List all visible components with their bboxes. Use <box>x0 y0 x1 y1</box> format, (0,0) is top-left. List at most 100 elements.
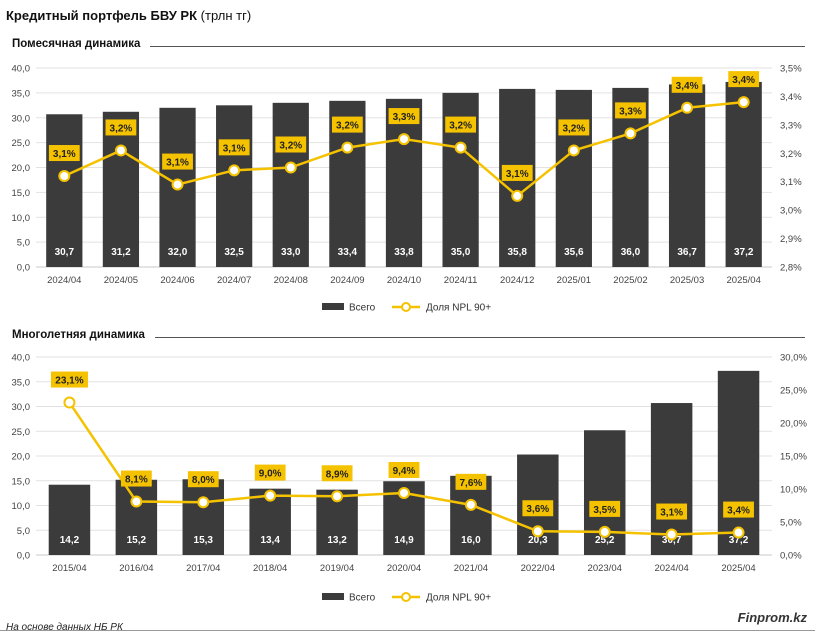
y-right-tick-label: 3,4% <box>780 92 802 103</box>
npl-value-label: 3,2% <box>110 123 133 134</box>
y-left-tick-label: 10,0 <box>12 501 31 512</box>
npl-point <box>264 489 277 502</box>
npl-label-box <box>218 139 250 156</box>
y-left-tick-label: 5,0 <box>17 238 30 249</box>
legend-line-label: Доля NPL 90+ <box>426 303 491 314</box>
bar-value-label: 31,2 <box>111 247 131 258</box>
npl-label-box <box>331 116 363 133</box>
bar <box>48 484 91 555</box>
bar-value-label: 14,2 <box>60 535 80 546</box>
y-left-tick-label: 25,0 <box>12 427 31 438</box>
npl-value-label: 3,3% <box>393 112 416 123</box>
bar-value-label: 35,8 <box>507 247 527 258</box>
bar-value-label: 13,4 <box>260 535 280 546</box>
npl-point <box>531 525 544 538</box>
legend-bar-swatch <box>322 593 344 600</box>
npl-label-box <box>723 501 754 518</box>
bar-value-label: 16,0 <box>461 535 481 546</box>
npl-point <box>737 96 750 109</box>
npl-value-label: 3,1% <box>223 143 246 154</box>
legend-line-marker <box>401 592 411 602</box>
npl-point <box>228 164 241 177</box>
y-left-tick-label: 5,0 <box>17 526 30 537</box>
npl-point <box>130 495 143 508</box>
x-tick-label: 2024/05 <box>104 275 138 286</box>
footer-rule <box>0 630 815 631</box>
npl-label-box <box>615 102 646 119</box>
npl-point <box>598 525 611 538</box>
npl-label-box <box>558 119 590 136</box>
y-left-tick-label: 10,0 <box>12 213 31 224</box>
legend-bar-swatch <box>322 303 344 310</box>
y-left-tick-label: 35,0 <box>12 377 31 388</box>
npl-value-label: 3,3% <box>619 106 642 117</box>
bar-value-label: 32,0 <box>168 247 188 258</box>
npl-label-box <box>321 465 353 482</box>
page-title: Кредитный портфель БВУ РК (трлн тг) <box>6 8 251 23</box>
multiyear-chart: 0,0 5,0 10,0 15,0 20,0 25,0 30,0 35,0 40,0 0,0% 5,… <box>12 353 808 604</box>
npl-value-label: 3,2% <box>562 123 585 134</box>
y-right-tick-label: 2,9% <box>780 234 802 245</box>
bar-value-label: 37,2 <box>734 247 754 258</box>
y-left-tick-label: 30,0 <box>12 402 31 413</box>
bar-value-label: 33,0 <box>281 247 301 258</box>
npl-point <box>511 189 524 202</box>
npl-value-label: 9,4% <box>393 466 416 477</box>
x-tick-label: 2024/12 <box>500 275 534 286</box>
npl-value-label: 3,1% <box>506 169 529 180</box>
x-tick-label: 2024/04 <box>654 563 688 574</box>
npl-label-box <box>187 471 219 488</box>
bar-value-label: 14,9 <box>394 535 414 546</box>
npl-value-label: 3,6% <box>526 504 549 515</box>
y-left-tick-label: 35,0 <box>12 88 31 99</box>
y-left-tick-label: 30,0 <box>12 113 31 124</box>
npl-label-box <box>120 470 152 487</box>
npl-label-box <box>162 153 193 170</box>
npl-point <box>58 170 71 183</box>
npl-point <box>624 127 637 140</box>
y-left-tick-label: 0,0 <box>17 263 30 274</box>
npl-point <box>464 498 477 511</box>
npl-point <box>331 490 344 503</box>
npl-label-box <box>455 473 487 490</box>
bar-value-label: 15,3 <box>194 535 214 546</box>
x-tick-label: 2024/09 <box>330 275 364 286</box>
y-right-tick-label: 0,0% <box>780 551 802 562</box>
npl-point <box>665 528 678 541</box>
npl-label-box <box>50 371 88 388</box>
x-tick-label: 2022/04 <box>521 563 555 574</box>
y-left-tick-label: 20,0 <box>12 163 31 174</box>
npl-value-label: 8,9% <box>326 469 349 480</box>
x-tick-label: 2025/02 <box>613 275 647 286</box>
npl-point <box>454 141 467 154</box>
npl-value-label: 8,0% <box>192 475 215 486</box>
npl-point <box>63 396 76 409</box>
npl-value-label: 3,1% <box>660 508 683 519</box>
bar <box>216 105 253 267</box>
bar-value-label: 36,7 <box>677 247 697 258</box>
x-tick-label: 2024/06 <box>160 275 194 286</box>
npl-value-label: 3,1% <box>166 158 189 169</box>
npl-value-label: 3,1% <box>53 149 76 160</box>
x-tick-label: 2016/04 <box>119 563 153 574</box>
x-tick-label: 2024/11 <box>444 275 478 286</box>
bar-value-label: 35,6 <box>564 247 584 258</box>
npl-label-box <box>105 119 137 136</box>
bar <box>46 114 83 267</box>
chart1-section-title: Помесячная динамика <box>12 38 141 50</box>
bar <box>385 98 423 267</box>
npl-point <box>114 144 127 157</box>
bar-value-label: 25,2 <box>595 535 615 546</box>
x-tick-label: 2025/01 <box>557 275 591 286</box>
y-right-tick-label: 10,0% <box>780 485 807 496</box>
x-tick-label: 2021/04 <box>454 563 488 574</box>
npl-point <box>197 496 210 509</box>
y-right-tick-label: 5,0% <box>780 518 802 529</box>
bar-value-label: 15,2 <box>127 535 147 546</box>
x-tick-label: 2019/04 <box>320 563 354 574</box>
npl-label-box <box>728 71 760 88</box>
y-left-tick-label: 15,0 <box>12 476 31 487</box>
npl-label-box <box>656 503 688 520</box>
chart1-section-rule <box>150 46 805 47</box>
bar <box>102 111 140 267</box>
